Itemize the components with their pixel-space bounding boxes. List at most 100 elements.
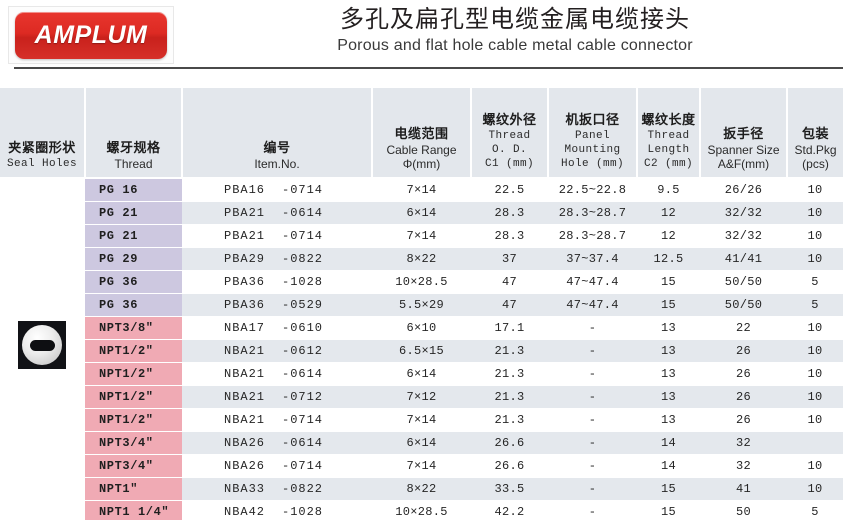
col-cable-range-en: Cable Range bbox=[386, 143, 457, 157]
table-row: NPT1/2″ NBA21 -0714 7×14 21.3-13 26 10 bbox=[0, 408, 843, 432]
cell-thread-length: 15 bbox=[637, 270, 700, 294]
cell-thread-od: 21.3 bbox=[471, 339, 548, 363]
cell-spanner-size: 50/50 bbox=[700, 293, 787, 317]
cell-std-pkg: 10 bbox=[787, 477, 843, 501]
col-thread-length: 螺纹长度 Thread Length C2 (mm) bbox=[637, 88, 701, 179]
cell-spanner-size: 26/26 bbox=[700, 178, 787, 202]
cell-thread-od: 42.2 bbox=[471, 500, 548, 520]
cell-thread: PG 36 bbox=[85, 270, 182, 294]
cell-std-pkg: 10 bbox=[787, 362, 843, 386]
table-body: PG 16 PBA16 -0714 7×14 22.5 22.5~22.8 9.5 26/26… bbox=[0, 178, 843, 520]
table-row: NPT1 1/4″ NBA42 -1028 10×28.5 42.2-15 50 5 bbox=[0, 500, 843, 520]
col-panel-hole-en: Panel bbox=[574, 130, 610, 142]
cell-panel-hole: - bbox=[548, 408, 637, 432]
item-code: NBA21 bbox=[224, 412, 266, 427]
item-suffix: -0610 bbox=[282, 320, 324, 335]
cell-item-no: NBA21 -0712 bbox=[182, 385, 372, 409]
cell-item-no: PBA21 -0714 bbox=[182, 224, 372, 248]
cell-cable-range: 10×28.5 bbox=[372, 500, 471, 520]
col-panel-hole: 机扳口径 Panel Mounting Hole (mm) bbox=[548, 88, 638, 179]
cell-thread-length: 14 bbox=[637, 454, 700, 478]
cell-std-pkg: 5 bbox=[787, 270, 843, 294]
cell-thread-od: 47 bbox=[471, 270, 548, 294]
col-thread-od-en3: C1 (mm) bbox=[484, 158, 534, 170]
col-cable-range-cn: 电缆范围 bbox=[394, 127, 449, 142]
item-suffix: -1028 bbox=[282, 504, 324, 519]
brand-logo: AMPLUM bbox=[8, 6, 174, 64]
cell-thread-od: 26.6 bbox=[471, 431, 548, 455]
cell-panel-hole: 47~47.4 bbox=[548, 293, 637, 317]
col-cable-range-en2: Φ(mm) bbox=[402, 157, 441, 171]
cell-thread-od: 28.3 bbox=[471, 224, 548, 248]
col-std-pkg-cn: 包装 bbox=[801, 127, 829, 142]
flat-hole-seal-icon bbox=[18, 321, 66, 369]
page-header: AMPLUM 多孔及扁孔型电缆金属电缆接头 Porous and flat ho… bbox=[0, 0, 843, 69]
cell-thread: NPT1/2″ bbox=[85, 339, 182, 363]
cell-panel-hole: 28.3~28.7 bbox=[548, 224, 637, 248]
cell-panel-hole: - bbox=[548, 477, 637, 501]
cell-thread-od: 47 bbox=[471, 293, 548, 317]
item-code: PBA36 bbox=[224, 274, 266, 289]
col-thread-en: Thread bbox=[114, 157, 153, 171]
cell-spanner-size: 26 bbox=[700, 385, 787, 409]
item-code: NBA21 bbox=[224, 343, 266, 358]
cell-thread: NPT1/2″ bbox=[85, 408, 182, 432]
cell-thread-od: 21.3 bbox=[471, 362, 548, 386]
cell-spanner-size: 26 bbox=[700, 362, 787, 386]
item-suffix: -0614 bbox=[282, 205, 324, 220]
cell-panel-hole: 22.5~22.8 bbox=[548, 178, 637, 202]
cell-thread: NPT1″ bbox=[85, 477, 182, 501]
col-thread-od-en2: O. D. bbox=[491, 144, 527, 156]
item-code: PBA36 bbox=[224, 297, 266, 312]
col-thread-cn: 螺牙规格 bbox=[106, 141, 161, 156]
table-row: PG 21 PBA21 -0614 6×14 28.3 28.3~28.7 12 32/32 1… bbox=[0, 201, 843, 225]
page-title: 多孔及扁孔型电缆金属电缆接头 Porous and flat hole cabl… bbox=[195, 3, 835, 57]
cell-item-no: NBA21 -0614 bbox=[182, 362, 372, 386]
col-panel-hole-en3: Hole (mm) bbox=[560, 158, 624, 170]
cell-cable-range: 6×10 bbox=[372, 316, 471, 340]
item-code: PBA29 bbox=[224, 251, 266, 266]
cell-panel-hole: - bbox=[548, 362, 637, 386]
table-row: PG 16 PBA16 -0714 7×14 22.5 22.5~22.8 9.5 26/26… bbox=[0, 178, 843, 520]
logo-text: AMPLUM bbox=[34, 20, 148, 49]
col-std-pkg-en2: (pcs) bbox=[802, 157, 829, 171]
cell-spanner-size: 50 bbox=[700, 500, 787, 520]
col-spanner-size-en: Spanner Size bbox=[707, 143, 780, 157]
cell-panel-hole: - bbox=[548, 431, 637, 455]
cell-thread-od: 21.3 bbox=[471, 408, 548, 432]
seal-disc bbox=[22, 325, 62, 365]
table-row: PG 36 PBA36 -1028 10×28.5 47 47~47.4 15 50/50 5 bbox=[0, 270, 843, 294]
item-suffix: -0714 bbox=[282, 182, 324, 197]
item-code: PBA21 bbox=[224, 228, 266, 243]
cell-spanner-size: 32/32 bbox=[700, 201, 787, 225]
cell-item-no: PBA29 -0822 bbox=[182, 247, 372, 271]
cell-std-pkg: 10 bbox=[787, 178, 843, 202]
cell-cable-range: 6×14 bbox=[372, 362, 471, 386]
table-row: NPT3/4″ NBA26 -0714 7×14 26.6-14 32 10 bbox=[0, 454, 843, 478]
item-suffix: -0612 bbox=[282, 343, 324, 358]
cell-thread-length: 13 bbox=[637, 385, 700, 409]
cell-item-no: NBA33 -0822 bbox=[182, 477, 372, 501]
cell-thread-od: 21.3 bbox=[471, 385, 548, 409]
table-row: NPT3/4″ NBA26 -0614 6×14 26.6-14 32 bbox=[0, 431, 843, 455]
item-suffix: -0529 bbox=[282, 297, 324, 312]
cell-cable-range: 8×22 bbox=[372, 477, 471, 501]
col-std-pkg: 包装 Std.Pkg (pcs) bbox=[787, 88, 843, 179]
cell-item-no: NBA17 -0610 bbox=[182, 316, 372, 340]
table-row: PG 21 PBA21 -0714 7×14 28.3 28.3~28.7 12 32/32 1… bbox=[0, 224, 843, 248]
cell-thread-length: 13 bbox=[637, 408, 700, 432]
cell-spanner-size: 32 bbox=[700, 454, 787, 478]
col-panel-hole-en2: Mounting bbox=[564, 144, 621, 156]
table-header-row: 夹紧圈形状 Seal Holes 螺牙规格 Thread 编号 Item.No.… bbox=[0, 88, 843, 179]
cell-thread-length: 15 bbox=[637, 293, 700, 317]
col-std-pkg-en: Std.Pkg bbox=[794, 143, 837, 157]
col-seal-holes-cn: 夹紧圈形状 bbox=[8, 141, 76, 156]
cell-std-pkg: 10 bbox=[787, 339, 843, 363]
cell-thread: PG 21 bbox=[85, 201, 182, 225]
cell-item-no: PBA21 -0614 bbox=[182, 201, 372, 225]
header-divider bbox=[14, 67, 843, 69]
item-code: NBA21 bbox=[224, 389, 266, 404]
table-row: PG 29 PBA29 -0822 8×22 37 37~37.4 12.5 41/41 10 bbox=[0, 247, 843, 271]
cell-item-no: NBA21 -0714 bbox=[182, 408, 372, 432]
cell-panel-hole: - bbox=[548, 316, 637, 340]
